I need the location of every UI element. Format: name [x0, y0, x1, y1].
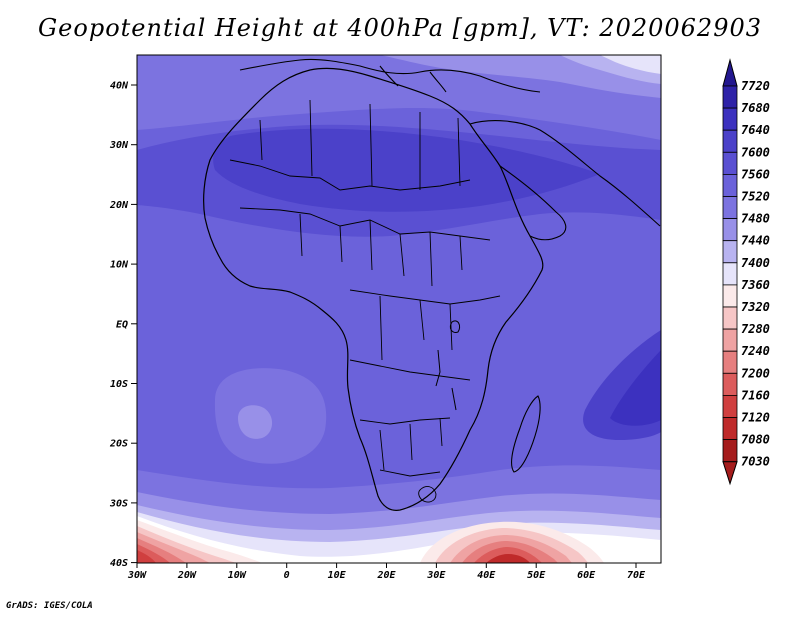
colorbar-segment [722, 284, 738, 308]
chart-title: Geopotential Height at 400hPa [gpm], VT:… [38, 14, 762, 42]
colorbar-label: 7320 [741, 300, 770, 314]
lon-tick-label: 20E [376, 570, 396, 581]
colorbar-segment [722, 129, 738, 153]
lon-tick-label: 10E [328, 570, 347, 581]
colorbar-segment [722, 196, 738, 220]
colorbar-segment [722, 218, 738, 242]
colorbar-label: 7600 [741, 145, 770, 159]
lon-tick-label: 60E [577, 570, 596, 581]
colorbar-segment [722, 85, 738, 109]
lon-tick-label: 30E [426, 570, 446, 581]
longitude-axis: 30W 20W 10W 0 10E 20E 30E 40E 50E 60E 70E [127, 563, 646, 581]
lon-tick-label: 70E [627, 570, 646, 581]
colorbar-label: 7200 [741, 366, 770, 380]
contour-fill [137, 55, 661, 563]
colorbar-label: 7240 [741, 344, 770, 358]
colorbar-label: 7640 [741, 123, 770, 137]
colorbar-segment [722, 372, 738, 396]
colorbar-segment [722, 439, 738, 463]
colorbar-bottom-arrow [722, 461, 738, 486]
lon-tick-label: 40E [477, 570, 496, 581]
lon-tick-label: 50E [527, 570, 546, 581]
colorbar-segment [722, 417, 738, 441]
lat-tick-label: EQ [116, 319, 128, 330]
grads-credit: GrADS: IGES/COLA [6, 601, 93, 611]
colorbar: 7720 7680 7640 7600 7560 7520 7480 7440 7400 7360… [722, 58, 770, 486]
colorbar-segment [722, 306, 738, 330]
lon-tick-label: 0 [284, 570, 290, 581]
colorbar-segment [722, 328, 738, 352]
lat-tick-label: 30N [109, 140, 129, 151]
colorbar-top-arrow [722, 58, 738, 87]
colorbar-segment [722, 394, 738, 418]
colorbar-segment [722, 107, 738, 131]
colorbar-segment [722, 240, 738, 264]
lon-tick-label: 20W [177, 570, 197, 581]
lat-tick-label: 10S [110, 379, 128, 390]
colorbar-label: 7520 [741, 190, 770, 204]
lon-tick-label: 30W [127, 570, 147, 581]
lat-tick-label: 30S [109, 498, 128, 509]
colorbar-label: 7160 [741, 388, 770, 402]
colorbar-label: 7440 [741, 234, 770, 248]
colorbar-label: 7120 [741, 411, 770, 425]
lat-tick-label: 20S [109, 439, 128, 450]
lat-tick-label: 40S [110, 558, 128, 569]
colorbar-label: 7560 [741, 167, 770, 181]
lat-tick-label: 40N [110, 81, 129, 92]
colorbar-label: 7400 [741, 256, 770, 270]
latitude-axis: 40N 30N 20N 10N EQ 10S 20S 30S 40S [109, 81, 137, 569]
lat-tick-label: 20N [109, 200, 129, 211]
colorbar-segment [722, 151, 738, 175]
colorbar-label: 7720 [741, 79, 770, 93]
lon-tick-label: 10W [228, 570, 247, 581]
colorbar-segment [722, 173, 738, 197]
lat-tick-label: 10N [110, 260, 129, 271]
colorbar-label: 7480 [741, 212, 770, 226]
colorbar-label: 7080 [741, 433, 770, 447]
colorbar-label: 7030 [741, 455, 770, 469]
plot-frame [136, 54, 662, 564]
colorbar-label: 7360 [741, 278, 770, 292]
colorbar-label: 7280 [741, 322, 770, 336]
colorbar-segment [722, 350, 738, 374]
colorbar-label: 7680 [741, 101, 770, 115]
colorbar-segment [722, 262, 738, 286]
